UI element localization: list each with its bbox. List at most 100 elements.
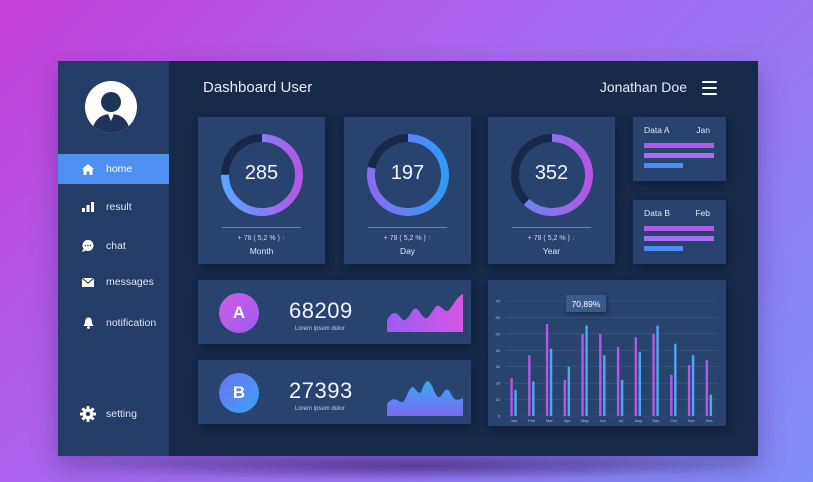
ring-value: 197 (390, 162, 425, 184)
ring-period: Month (249, 246, 274, 256)
chat-icon (78, 240, 98, 252)
bar (510, 378, 513, 416)
bar (670, 374, 673, 416)
progress-ring (367, 134, 449, 216)
ring-period: Year (542, 246, 561, 256)
stat-subtitle: Lorem ipsum dolor (295, 326, 345, 332)
arrow-up-icon: ↑ (281, 235, 286, 242)
chart-tooltip: 70,89% (566, 295, 606, 312)
stat-value: 68209 (289, 298, 353, 323)
stat-subtitle: Lorem ipsum dolor (295, 406, 345, 412)
stat-card-b: B 27393 Lorem ipsum dolor (198, 360, 471, 424)
bar (638, 351, 642, 416)
sidebar-item-label: messages (106, 276, 154, 288)
stat-card-a: A 68209 Lorem ipsum dolor (198, 280, 471, 344)
x-tick-label: Nov (688, 418, 695, 423)
bar (563, 379, 567, 416)
bar (532, 381, 535, 416)
bar-chart-card: 70 60 50 40 30 20 10 0 Jan Feb Mar Apr May Jun Jul Aug S… (488, 280, 726, 426)
ring-value: 352 (534, 162, 569, 184)
data-bar (644, 226, 714, 231)
area-sparkline (387, 381, 463, 416)
bar (528, 355, 531, 416)
bar (674, 343, 677, 416)
x-tick-label: Jul (618, 418, 623, 423)
data-card-b: Data B Feb (633, 200, 726, 264)
data-bar (644, 143, 714, 148)
y-tick-label: 70 (496, 299, 501, 304)
sidebar-item-home[interactable]: home (58, 154, 169, 184)
bell-icon (78, 317, 98, 329)
x-tick-label: Jun (599, 418, 605, 423)
ring-progress (511, 134, 593, 216)
data-bar (644, 236, 714, 241)
bar (599, 333, 602, 416)
ring-card-day: 197 + 78 ( 5,2 % ) ↑ Day (344, 117, 471, 264)
y-tick-label: 60 (496, 315, 501, 320)
area-sparkline (387, 294, 463, 332)
bar (567, 366, 571, 416)
floor-shadow (70, 452, 760, 480)
sidebar-item-label: setting (106, 408, 137, 420)
bar (687, 365, 691, 416)
arrow-down-icon: ↓ (571, 235, 576, 242)
sidebar-item-result[interactable]: result (58, 192, 169, 222)
ring-progress (221, 134, 303, 216)
x-tick-label: Aug (635, 418, 642, 423)
y-tick-label: 30 (496, 364, 501, 369)
user-silhouette-icon (92, 92, 130, 133)
x-tick-label: Feb (528, 418, 536, 423)
sidebar-item-chat[interactable]: chat (58, 231, 169, 261)
avatar[interactable] (85, 81, 137, 133)
home-icon (78, 163, 98, 175)
badge-a: A (219, 293, 259, 333)
data-card-label: Data B (644, 208, 670, 218)
bar (545, 324, 549, 416)
bar (656, 325, 659, 416)
ring-change: + 78 ( 5,2 % ) ↑ (383, 235, 432, 242)
y-tick-label: 40 (496, 348, 501, 353)
user-name[interactable]: Jonathan Doe (599, 79, 687, 95)
bar (514, 389, 517, 416)
ring-change: + 78 ( 5,2 % ) ↓ (527, 235, 576, 242)
sidebar-item-setting[interactable]: setting (58, 399, 169, 429)
ring-card-month: 285 + 78 ( 5,2 % ) ↑ Month (198, 117, 325, 264)
bar (691, 355, 695, 416)
x-tick-label: Jan (511, 418, 517, 423)
sidebar-item-label: home (106, 163, 133, 175)
ring-period: Day (399, 246, 416, 256)
divider (512, 227, 591, 228)
y-tick-label: 10 (496, 397, 501, 402)
ring-card-year: 352 + 78 ( 5,2 % ) ↓ Year (488, 117, 615, 264)
sidebar-item-messages[interactable]: messages (58, 267, 169, 297)
x-tick-label: Mar (546, 418, 554, 423)
bar-chart: 70 60 50 40 30 20 10 0 Jan Feb Mar Apr May Jun Jul Aug S… (496, 299, 718, 423)
x-tick-label: Oct (671, 418, 678, 423)
y-tick-label: 20 (496, 381, 501, 386)
divider (222, 227, 301, 228)
progress-ring (511, 134, 593, 216)
data-card-month: Feb (695, 208, 710, 218)
bar (705, 360, 709, 416)
arrow-up-icon: ↑ (427, 235, 432, 242)
bar (581, 333, 584, 416)
data-bar (644, 246, 684, 251)
bar (616, 347, 620, 416)
sidebar-item-notification[interactable]: notification (58, 308, 169, 338)
data-card-a: Data A Jan (633, 117, 726, 181)
sidebar-item-label: result (106, 201, 132, 213)
data-bar (644, 153, 714, 158)
bar (603, 355, 606, 416)
stat-value: 27393 (289, 378, 353, 403)
x-tick-label: May (581, 418, 589, 423)
data-bar (644, 163, 684, 168)
gear-icon (78, 406, 98, 422)
sidebar-item-label: notification (106, 317, 157, 329)
bar (549, 348, 553, 416)
x-tick-label: Dec (706, 418, 713, 423)
ring-value: 285 (244, 162, 279, 184)
hamburger-menu-icon[interactable] (702, 81, 717, 95)
sidebar-item-label: chat (106, 240, 126, 252)
bar (620, 379, 624, 416)
x-tick-label: Sep (652, 418, 660, 423)
